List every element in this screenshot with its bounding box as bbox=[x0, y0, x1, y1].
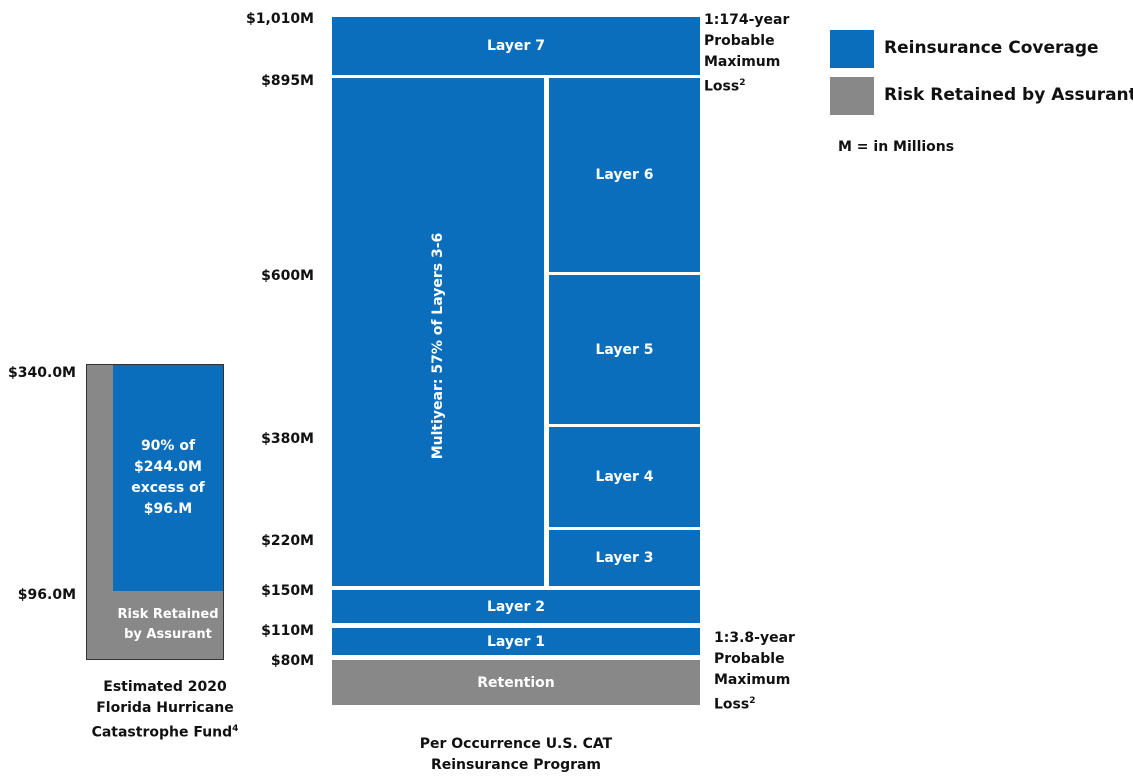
bottom-pml-note: 1:3.8-year Probable Maximum Loss2 bbox=[714, 628, 795, 716]
top-pml-line3: Maximum bbox=[704, 54, 781, 70]
fund-coverage-block: 90% of $244.0M excess of $96.M bbox=[113, 365, 223, 591]
legend-label-reinsurance: Reinsurance Coverage bbox=[884, 38, 1099, 58]
legend-swatch-retained bbox=[830, 77, 874, 115]
units-note: M = in Millions bbox=[838, 139, 955, 155]
bottom-pml-line3: Maximum bbox=[714, 672, 791, 688]
fund-bottom-label: $96.0M bbox=[17, 587, 76, 603]
fund-retained-line2: by Assurant bbox=[124, 627, 212, 642]
bottom-pml-footnote: 2 bbox=[749, 696, 756, 706]
y-label-895: $895M bbox=[261, 73, 314, 89]
legend-label-retained: Risk Retained by Assurant bbox=[884, 85, 1133, 105]
fund-caption-footnote: 4 bbox=[232, 724, 239, 734]
bottom-pml-line1: 1:3.8-year bbox=[714, 630, 795, 646]
fund-coverage-line4: $96.M bbox=[143, 501, 193, 517]
fund-caption-line1: Estimated 2020 bbox=[103, 679, 227, 695]
retention-block: Retention bbox=[332, 660, 700, 705]
layer-7: Layer 7 bbox=[332, 17, 700, 75]
fund-caption: Estimated 2020 Florida Hurricane Catastr… bbox=[60, 677, 270, 744]
fund-bar: 90% of $244.0M excess of $96.M Risk Reta… bbox=[86, 364, 224, 660]
bottom-pml-line4: Loss2 bbox=[714, 696, 756, 713]
program-caption-line1: Per Occurrence U.S. CAT bbox=[419, 736, 613, 752]
fund-coverage-line1: 90% of bbox=[140, 438, 196, 454]
layer-1: Layer 1 bbox=[332, 628, 700, 655]
top-pml-line2: Probable bbox=[704, 33, 775, 49]
fund-retained-line1: Risk Retained bbox=[117, 607, 219, 622]
layer-3: Layer 3 bbox=[549, 530, 700, 586]
y-label-80: $80M bbox=[270, 653, 314, 669]
y-label-600: $600M bbox=[261, 268, 314, 284]
top-pml-line1: 1:174-year bbox=[704, 12, 790, 28]
layer-6: Layer 6 bbox=[549, 78, 700, 272]
fund-top-label: $340.0M bbox=[8, 365, 76, 381]
legend-swatch-reinsurance bbox=[830, 30, 874, 68]
fund-caption-line3: Catastrophe Fund4 bbox=[91, 724, 239, 741]
top-pml-line4: Loss2 bbox=[704, 78, 746, 95]
fund-coverage-line3: excess of bbox=[131, 480, 205, 496]
layer-5: Layer 5 bbox=[549, 275, 700, 424]
fund-caption-line2: Florida Hurricane bbox=[96, 700, 234, 716]
top-pml-footnote: 2 bbox=[739, 78, 746, 88]
program-caption: Per Occurrence U.S. CAT Reinsurance Prog… bbox=[391, 734, 641, 776]
y-label-1010: $1,010M bbox=[246, 11, 314, 27]
layer-2: Layer 2 bbox=[332, 590, 700, 623]
fund-retained-block bbox=[87, 591, 223, 659]
y-label-110: $110M bbox=[261, 623, 314, 639]
bottom-pml-line2: Probable bbox=[714, 651, 785, 667]
layer-4: Layer 4 bbox=[549, 427, 700, 527]
program-caption-line2: Reinsurance Program bbox=[430, 757, 602, 773]
fund-coverage-line2: $244.0M bbox=[134, 459, 202, 475]
top-pml-note: 1:174-year Probable Maximum Loss2 bbox=[704, 10, 789, 98]
multiyear-block bbox=[332, 78, 544, 586]
y-label-380: $380M bbox=[261, 431, 314, 447]
fund-retained-text: Risk Retained by Assurant bbox=[113, 597, 223, 653]
y-label-150: $150M bbox=[261, 583, 314, 599]
y-label-220: $220M bbox=[261, 533, 314, 549]
multiyear-label: Multiyear: 57% of Layers 3-6 bbox=[430, 232, 446, 460]
